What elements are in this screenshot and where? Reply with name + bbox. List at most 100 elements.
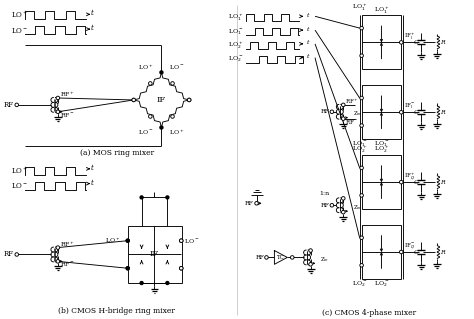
Circle shape [400,180,403,184]
Circle shape [166,196,169,199]
Text: C: C [414,40,419,45]
Circle shape [56,260,60,263]
Text: LO$^+$: LO$^+$ [11,10,28,20]
Text: RF$^-$: RF$^-$ [60,111,75,119]
Circle shape [360,124,364,127]
Circle shape [126,239,129,242]
Text: RF: RF [255,255,264,260]
Text: RF$^+$: RF$^+$ [345,98,359,106]
Text: LO$_{2}^+$: LO$_{2}^+$ [374,145,389,155]
Circle shape [400,41,403,44]
Text: C: C [414,180,419,185]
Circle shape [341,103,345,107]
Text: LO$^-$: LO$^-$ [11,26,28,34]
Text: IF$_I^-$: IF$_I^-$ [404,102,416,111]
Circle shape [180,266,183,270]
Circle shape [140,282,143,285]
Bar [362,15,401,70]
Circle shape [15,103,18,107]
Circle shape [180,239,183,242]
Text: t: t [91,9,93,17]
Text: C: C [414,110,419,115]
Bar [128,226,182,283]
Text: (b) CMOS H-bridge ring mixer: (b) CMOS H-bridge ring mixer [58,307,175,315]
Text: RF: RF [4,101,14,109]
Circle shape [309,263,312,266]
Text: IF: IF [157,96,166,104]
Text: t: t [307,13,310,18]
Text: IF$_Q^-$: IF$_Q^-$ [404,241,416,251]
Text: (c) CMOS 4-phase mixer: (c) CMOS 4-phase mixer [322,308,417,316]
Circle shape [330,204,334,207]
Circle shape [360,263,364,267]
Text: RF: RF [321,109,330,114]
Text: Z$_{in}$: Z$_{in}$ [320,255,329,264]
Text: RF: RF [245,201,254,206]
Circle shape [341,211,345,214]
Circle shape [360,236,364,240]
Circle shape [180,239,183,242]
Text: R: R [440,40,445,45]
Text: LO$_2^-$: LO$_2^-$ [352,279,367,289]
Text: LO$^+$: LO$^+$ [138,63,154,72]
Text: LO$^-$: LO$^-$ [184,237,200,245]
Text: Z$_{in}$: Z$_{in}$ [353,203,362,212]
Text: LO$^+$: LO$^+$ [169,128,185,137]
Circle shape [148,82,152,85]
Text: IF$_Q^+$: IF$_Q^+$ [404,171,416,182]
Text: RF$^-$: RF$^-$ [60,260,75,268]
Circle shape [160,71,163,74]
Circle shape [132,99,135,101]
Circle shape [360,166,364,170]
Text: LO$_2^+$: LO$_2^+$ [228,41,244,51]
Bar [362,225,401,279]
Circle shape [56,246,60,249]
Text: LO$_{2}^+$: LO$_{2}^+$ [352,145,367,155]
Text: R: R [440,249,445,255]
Circle shape [309,249,312,252]
Text: t: t [91,24,93,32]
Circle shape [56,110,60,114]
Text: R: R [440,110,445,115]
Text: LO$_2^-$: LO$_2^-$ [374,279,389,289]
Text: t: t [91,179,93,187]
Circle shape [180,266,183,270]
Text: 1:n: 1:n [320,191,330,196]
Circle shape [400,110,403,114]
Circle shape [171,115,174,118]
Text: LO$_{1}^+$: LO$_{1}^+$ [374,5,389,16]
Circle shape [171,82,174,85]
Text: TC: TC [276,255,284,260]
Circle shape [132,98,136,102]
Circle shape [264,256,268,259]
Circle shape [360,194,364,197]
Text: LO$_{1}^+$: LO$_{1}^+$ [352,2,367,13]
Circle shape [160,126,163,129]
Circle shape [360,26,364,30]
Text: RF: RF [4,250,14,258]
Circle shape [255,202,258,205]
Text: t: t [91,164,93,172]
Text: t: t [307,54,310,59]
Text: RF: RF [321,203,330,208]
Circle shape [148,115,152,118]
Text: Z$_{in}$: Z$_{in}$ [353,109,362,118]
Circle shape [15,253,18,256]
Circle shape [341,197,345,200]
Text: LO$^+$: LO$^+$ [11,166,28,176]
Circle shape [360,96,364,100]
Circle shape [166,282,169,285]
Circle shape [56,96,60,100]
Circle shape [360,54,364,57]
Text: LO$^+$: LO$^+$ [105,236,121,245]
Text: LO$_1^-$: LO$_1^-$ [228,27,244,37]
Text: t: t [307,26,310,32]
Circle shape [187,98,191,102]
Text: LO$_2^-$: LO$_2^-$ [228,55,244,64]
Text: LO$^-$: LO$^-$ [138,129,154,137]
Text: LO$_1^-$: LO$_1^-$ [352,139,367,149]
Text: R: R [440,180,445,185]
Text: t: t [307,41,310,45]
Circle shape [341,117,345,121]
Text: LO$^-$: LO$^-$ [11,181,28,190]
